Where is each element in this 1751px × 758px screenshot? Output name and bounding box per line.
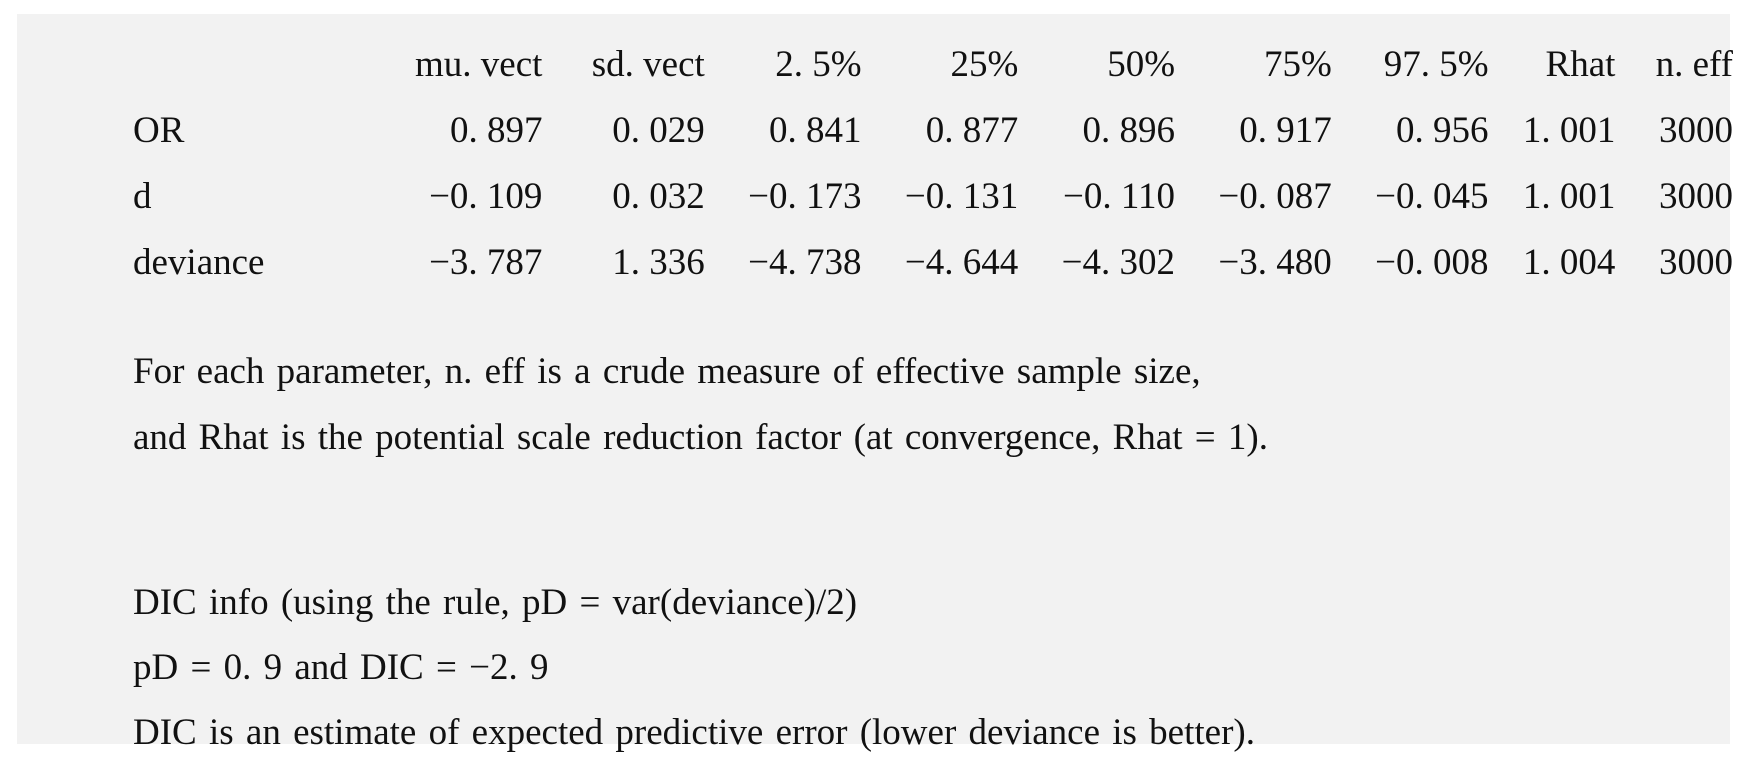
table-cell: −0. 173 — [748, 176, 862, 217]
table-cell: 0. 897 — [449, 110, 543, 151]
dic-value-line: pD = 0. 9 and DIC = −2. 9 — [133, 647, 549, 688]
column-header: 50% — [1107, 44, 1176, 85]
table-header-row: mu. vect sd. vect 2. 5% 25% 50% 75% 97. … — [133, 32, 1733, 98]
dic-info-line: DIC info (using the rule, pD = var(devia… — [133, 582, 858, 623]
table-cell: 0. 877 — [925, 110, 1019, 151]
table-row: deviance −3. 787 1. 336 −4. 738 −4. 644 … — [133, 230, 1733, 296]
column-header: mu. vect — [415, 44, 543, 85]
model-output: mu. vect sd. vect 2. 5% 25% 50% 75% 97. … — [133, 14, 1733, 753]
table-cell: 1. 001 — [1522, 110, 1616, 151]
table-cell: 1. 001 — [1522, 176, 1616, 217]
column-header: 75% — [1263, 44, 1332, 85]
dic-note-line: DIC is an estimate of expected predictiv… — [133, 712, 1255, 753]
table-row: OR 0. 897 0. 029 0. 841 0. 877 0. 896 0.… — [133, 98, 1733, 164]
table-cell: −3. 480 — [1218, 242, 1332, 283]
table-cell: 0. 032 — [612, 176, 705, 217]
table-cell: −0. 087 — [1218, 176, 1332, 217]
table-cell: 1. 336 — [612, 242, 705, 283]
table-cell: −4. 738 — [748, 242, 862, 283]
table-row: d −0. 109 0. 032 −0. 173 −0. 131 −0. 110… — [133, 164, 1733, 230]
table-cell: 0. 841 — [769, 110, 862, 151]
table-cell: −0. 045 — [1375, 176, 1489, 217]
column-header: 97. 5% — [1383, 44, 1489, 85]
table-cell: 0. 896 — [1082, 110, 1176, 151]
table-cell: −4. 302 — [1061, 242, 1176, 283]
table-cell: −0. 110 — [1063, 176, 1176, 217]
column-header: sd. vect — [591, 44, 705, 85]
table-cell: 0. 956 — [1396, 110, 1489, 151]
table-cell: −3. 787 — [429, 242, 543, 283]
column-header: 25% — [950, 44, 1019, 85]
output-panel: mu. vect sd. vect 2. 5% 25% 50% 75% 97. … — [17, 14, 1733, 753]
table-cell: 3000 — [1659, 242, 1733, 283]
row-label: OR — [133, 110, 185, 151]
table-cell: 3000 — [1659, 110, 1733, 151]
table-cell: 3000 — [1659, 176, 1733, 217]
table-cell: −0. 008 — [1375, 242, 1489, 283]
row-label: d — [133, 176, 152, 217]
table-cell: 0. 029 — [612, 110, 705, 151]
column-header: n. eff — [1655, 44, 1733, 85]
note-line: For each parameter, n. eff is a crude me… — [133, 351, 1201, 392]
table-cell: −0. 131 — [904, 176, 1019, 217]
row-label: deviance — [133, 242, 265, 283]
summary-table: mu. vect sd. vect 2. 5% 25% 50% 75% 97. … — [133, 32, 1733, 296]
table-cell: −4. 644 — [904, 242, 1019, 283]
table-cell: 1. 004 — [1522, 242, 1616, 283]
column-header: Rhat — [1545, 44, 1616, 85]
row-label-header — [133, 32, 300, 98]
column-header: 2. 5% — [775, 44, 862, 85]
table-cell: −0. 109 — [429, 176, 543, 217]
note-line: and Rhat is the potential scale reductio… — [133, 417, 1268, 458]
table-cell: 0. 917 — [1239, 110, 1332, 151]
